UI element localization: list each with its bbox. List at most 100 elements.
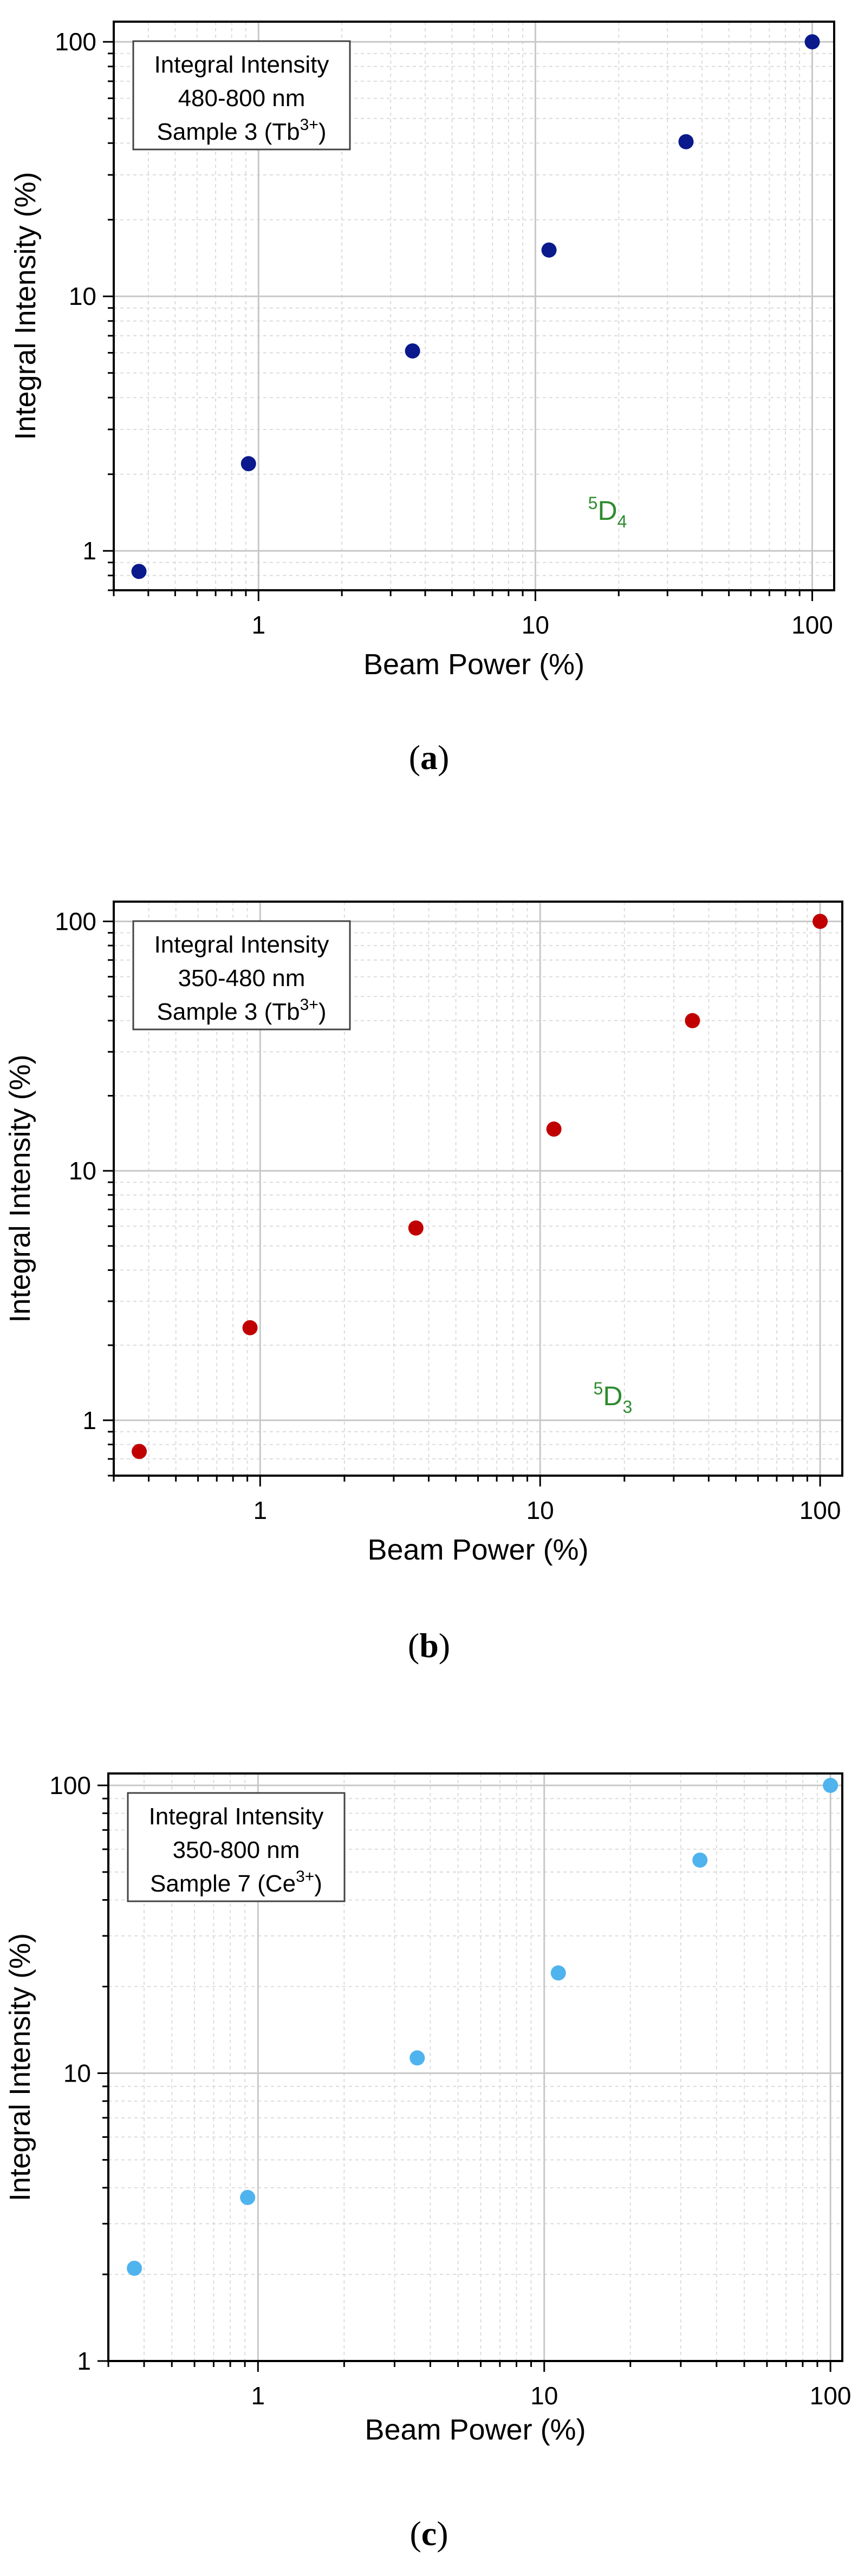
caption-close: ) — [438, 738, 449, 777]
y-axis-label: Integral Intensity (%) — [9, 172, 42, 440]
data-point — [546, 1121, 562, 1137]
x-tick-label: 1 — [251, 611, 265, 639]
legend-line: 350-480 nm — [178, 965, 306, 992]
level-superscript: 5 — [588, 493, 598, 513]
x-axis-label: Beam Power (%) — [363, 648, 584, 681]
data-series — [132, 914, 828, 1459]
legend-box — [127, 1792, 346, 1902]
y-tick-label: 10 — [69, 1157, 96, 1185]
legend-sample: Sample 3 (Tb3+) — [157, 996, 327, 1025]
data-point — [132, 1444, 147, 1459]
y-tick-label: 10 — [63, 2059, 91, 2088]
y-tick-label: 10 — [69, 282, 96, 310]
panel-caption: (c) — [410, 2514, 448, 2553]
grid — [108, 1773, 842, 2361]
data-point — [685, 1013, 700, 1028]
x-axis-label: Beam Power (%) — [365, 2414, 586, 2446]
data-point — [678, 134, 694, 149]
data-point — [410, 2050, 425, 2066]
data-point — [242, 1320, 258, 1335]
x-axis-label: Beam Power (%) — [367, 1534, 588, 1566]
legend: Integral Intensity 480-800 nm Sample 3 (Tb… — [132, 40, 351, 151]
plot-area — [113, 901, 843, 1477]
y-tick-label: 100 — [55, 28, 96, 56]
legend-sample: Sample 3 (Tb3+) — [157, 116, 327, 145]
legend-sample-text: Sample 3 (Tb — [157, 119, 300, 145]
chart-panel-c: 1 10 100 1 10 100 Beam Power (%) Integral Inten… — [4, 1771, 851, 2553]
data-point — [804, 34, 820, 50]
data-series — [127, 1778, 838, 2276]
x-tick-label: 1 — [253, 1496, 267, 1524]
x-tick-label: 10 — [522, 611, 549, 639]
panel-caption: (a) — [409, 738, 450, 777]
data-point — [692, 1852, 708, 1868]
caption-letter: c — [421, 2514, 437, 2553]
x-tick-label: 100 — [810, 2382, 851, 2410]
data-point — [408, 1220, 424, 1236]
y-tick-label: 1 — [82, 537, 96, 565]
data-point — [131, 564, 147, 579]
legend-suffix: ) — [318, 119, 327, 145]
legend-suffix: ) — [314, 1870, 322, 1897]
data-series — [131, 34, 820, 579]
legend-sample: Sample 7 (Ce3+) — [150, 1868, 322, 1897]
caption-open: ( — [408, 1626, 419, 1665]
y-tick-label: 1 — [77, 2347, 91, 2375]
legend-sample-text: Sample 7 (Ce — [150, 1870, 296, 1897]
legend-line: Integral Intensity — [149, 1803, 324, 1830]
x-tick-label: 10 — [526, 1496, 554, 1524]
legend-line: 350-800 nm — [173, 1837, 300, 1863]
legend-line: Integral Intensity — [154, 931, 329, 958]
legend: Integral Intensity 350-800 nm Sample 7 (Ce… — [127, 1792, 346, 1902]
x-tick-label: 100 — [791, 611, 833, 639]
data-point — [541, 242, 557, 258]
legend-ion-charge: 3+ — [296, 1868, 314, 1886]
data-point — [127, 2260, 142, 2276]
level-letter: D — [597, 495, 617, 526]
ticks — [98, 1784, 831, 2372]
data-point — [405, 343, 420, 359]
data-point — [550, 1965, 566, 1981]
legend-line: 480-800 nm — [178, 85, 306, 112]
legend-ion-charge: 3+ — [300, 996, 318, 1014]
grid — [113, 22, 834, 591]
legend-line: Integral Intensity — [154, 51, 329, 78]
data-point — [812, 914, 828, 929]
x-tick-label: 100 — [800, 1496, 841, 1524]
y-axis-label: Integral Intensity (%) — [4, 1933, 36, 2201]
data-point — [240, 2190, 256, 2206]
level-subscript: 4 — [618, 512, 627, 531]
level-letter: D — [603, 1381, 622, 1411]
legend: Integral Intensity 350-480 nm Sample 3 (Tb… — [132, 920, 351, 1031]
y-tick-label: 100 — [49, 1771, 91, 1799]
caption-letter: b — [419, 1626, 439, 1665]
x-tick-label: 10 — [530, 2382, 558, 2410]
caption-open: ( — [410, 2514, 421, 2553]
y-tick-label: 100 — [55, 907, 96, 935]
caption-close: ) — [439, 1626, 450, 1665]
ticks — [103, 41, 814, 601]
legend-box — [132, 920, 351, 1031]
legend-sample-text: Sample 3 (Tb — [157, 999, 300, 1025]
y-tick-label: 1 — [82, 1406, 96, 1434]
caption-close: ) — [437, 2514, 448, 2553]
caption-open: ( — [409, 738, 420, 777]
data-point — [240, 456, 256, 472]
level-annotation: 5D4 — [588, 493, 627, 531]
x-tick-label: 1 — [251, 2382, 265, 2410]
legend-box — [132, 40, 351, 151]
legend-ion-charge: 3+ — [300, 116, 318, 134]
y-axis-label: Integral Intensity (%) — [4, 1054, 36, 1322]
panel-caption: (b) — [408, 1626, 450, 1665]
caption-letter: a — [420, 738, 438, 777]
plot-area — [113, 21, 835, 591]
chart-panel-a: 1 10 100 1 10 100 Beam Power (%) Integral Inten… — [9, 21, 835, 777]
data-point — [823, 1778, 838, 1794]
level-superscript: 5 — [594, 1379, 603, 1398]
plot-area — [107, 1772, 843, 2362]
level-annotation: 5D3 — [594, 1379, 633, 1417]
level-subscript: 3 — [622, 1397, 632, 1417]
chart-panel-b: 1 10 100 1 10 100 Beam Power (%) Integral Inten… — [4, 901, 843, 1665]
